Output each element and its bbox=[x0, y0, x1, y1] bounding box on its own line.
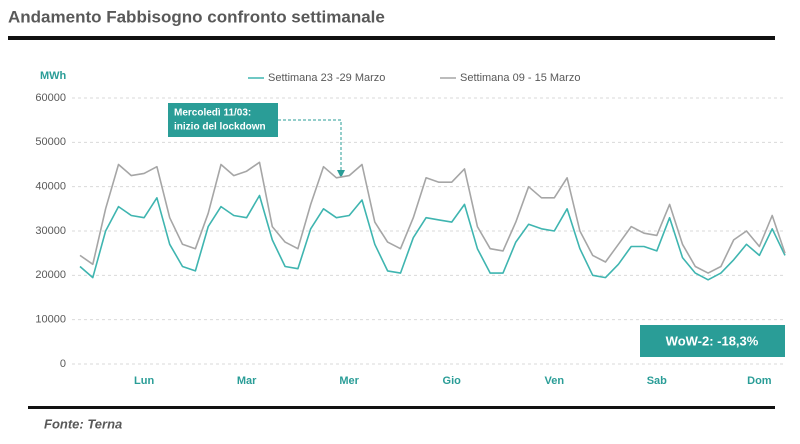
y-tick-label: 10000 bbox=[35, 314, 66, 326]
source: Fonte: Terna bbox=[44, 416, 122, 431]
legend-label: Settimana 09 - 15 Marzo bbox=[460, 72, 580, 84]
x-tick-label: Ven bbox=[544, 375, 564, 387]
x-tick-label: Mar bbox=[237, 375, 257, 387]
y-tick-label: 40000 bbox=[35, 181, 66, 193]
y-tick-label: 30000 bbox=[35, 225, 66, 237]
y-tick-label: 50000 bbox=[35, 136, 66, 148]
annotation-arrow bbox=[278, 119, 342, 172]
legend-label: Settimana 23 -29 Marzo bbox=[268, 72, 385, 84]
y-tick-label: 60000 bbox=[35, 92, 66, 104]
x-tick-label: Sab bbox=[647, 375, 667, 387]
y-axis-label: MWh bbox=[40, 70, 67, 82]
x-tick-label: Gio bbox=[443, 375, 462, 387]
title-rule bbox=[8, 36, 775, 40]
x-tick-label: Lun bbox=[134, 375, 154, 387]
callout: WoW-2: -18,3% bbox=[666, 333, 759, 348]
annotation-line: Mercoledì 11/03: bbox=[174, 108, 251, 119]
callout-box bbox=[640, 325, 785, 357]
x-tick-label: Dom bbox=[747, 375, 772, 387]
chart-title: Andamento Fabbisogno confronto settimana… bbox=[8, 7, 385, 26]
line-series bbox=[79, 194, 786, 281]
y-tick-label: 0 bbox=[60, 358, 66, 370]
y-tick-label: 20000 bbox=[35, 269, 66, 281]
line-series bbox=[79, 161, 786, 274]
x-tick-label: Mer bbox=[339, 375, 359, 387]
footer-rule bbox=[28, 406, 775, 409]
annotation-line: inizio del lockdown bbox=[174, 122, 266, 133]
annotation-arrowhead bbox=[337, 170, 345, 178]
annotation-box bbox=[168, 103, 278, 137]
